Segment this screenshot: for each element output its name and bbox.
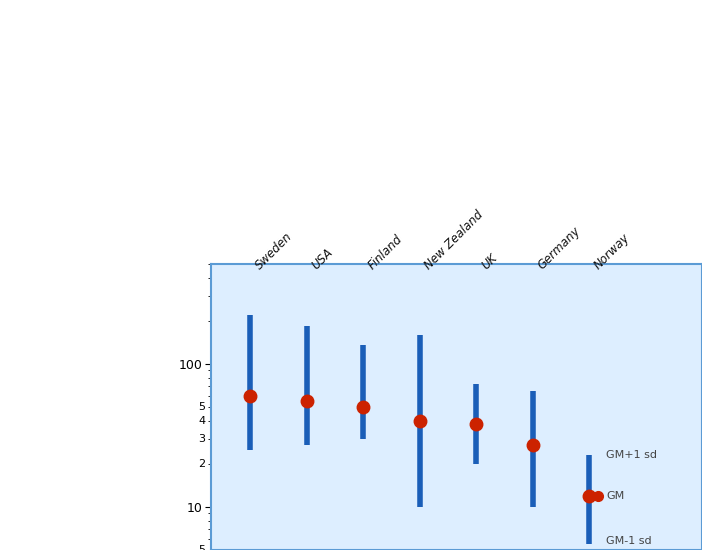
Text: Germany: Germany — [536, 224, 583, 272]
Text: 4: 4 — [199, 416, 206, 426]
Text: 5: 5 — [199, 402, 206, 412]
Text: New Zealand: New Zealand — [423, 208, 486, 272]
Text: 5: 5 — [199, 545, 206, 550]
Text: USA: USA — [310, 246, 336, 272]
Text: 2: 2 — [199, 459, 206, 469]
Text: Sweden: Sweden — [253, 230, 295, 272]
Text: Norway: Norway — [592, 231, 633, 272]
Text: Finland: Finland — [366, 232, 406, 272]
Text: GM: GM — [606, 491, 624, 501]
Text: GM-1 sd: GM-1 sd — [606, 536, 651, 546]
Text: 3: 3 — [199, 434, 206, 444]
Text: UK: UK — [479, 251, 500, 272]
Text: GM+1 sd: GM+1 sd — [606, 450, 657, 460]
